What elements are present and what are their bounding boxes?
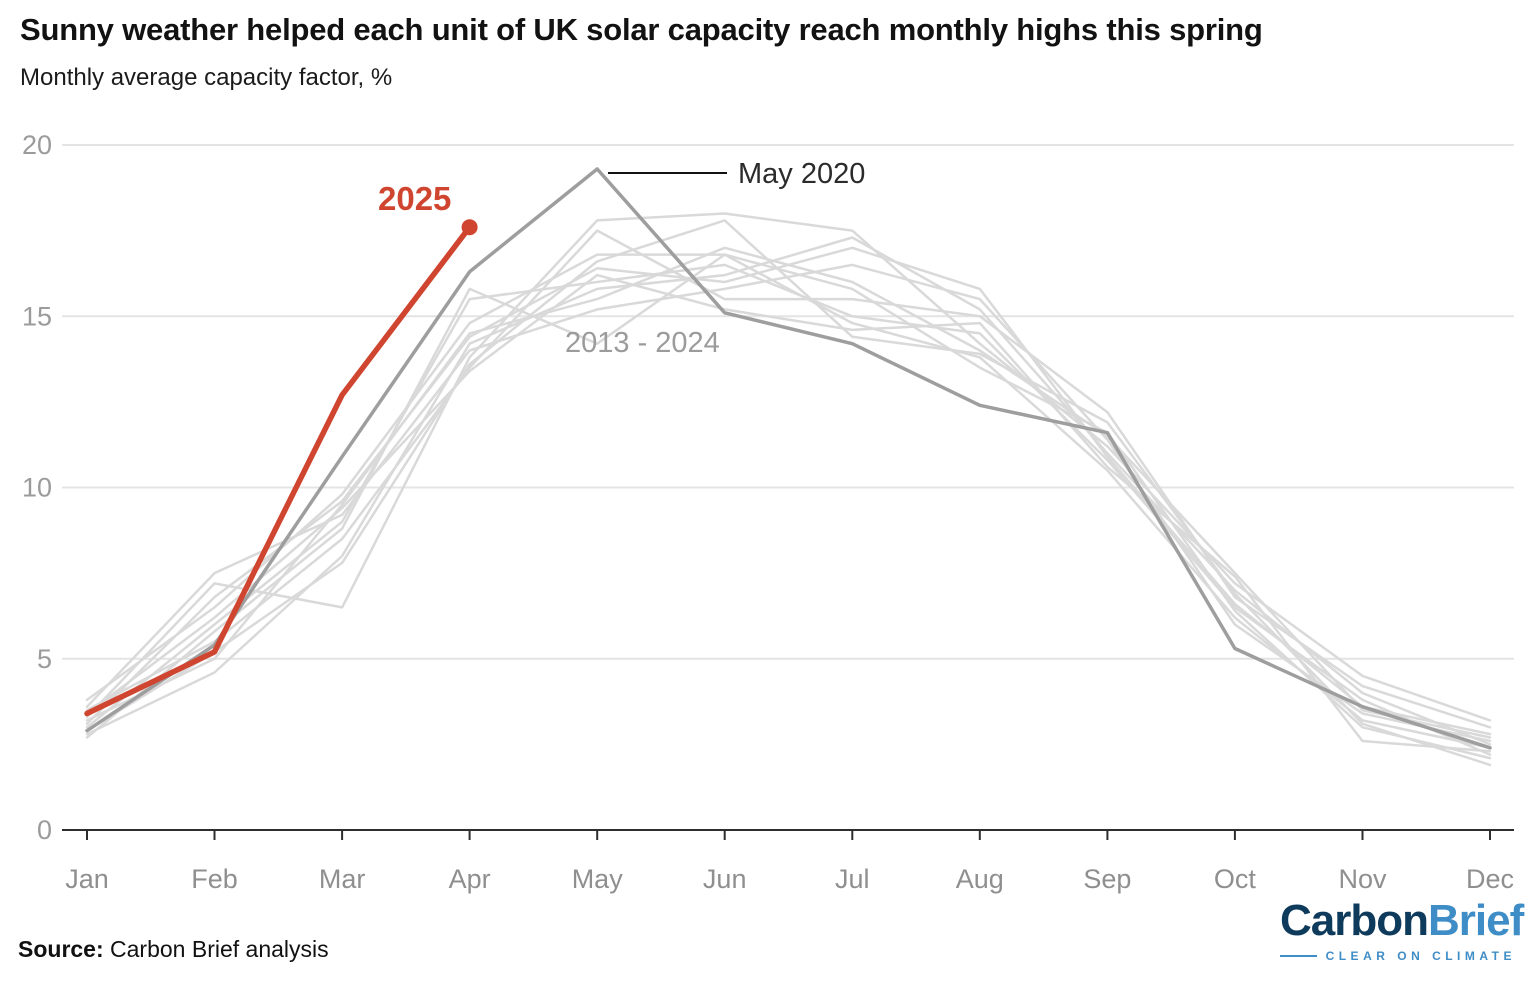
- y-axis-tick-label: 0: [37, 815, 52, 845]
- x-axis-tick-label: Jul: [835, 864, 870, 894]
- source-text: Carbon Brief analysis: [103, 936, 329, 962]
- carbonbrief-logo: CarbonBrief CLEAR ON CLIMATE: [1280, 896, 1524, 963]
- series-end-dot-2025: [461, 219, 478, 236]
- x-axis-tick-label: Mar: [319, 864, 366, 894]
- x-axis-tick-label: Nov: [1338, 864, 1387, 894]
- series-line-2019: [85, 263, 1492, 743]
- series-line-2020: [85, 167, 1492, 750]
- source-line: Source: Carbon Brief analysis: [18, 936, 329, 963]
- x-axis-tick-label: Sep: [1083, 864, 1131, 894]
- logo-tagline-row: CLEAR ON CLIMATE: [1280, 949, 1516, 963]
- annotation-2025: 2025: [378, 180, 452, 217]
- series-line-2016: [85, 229, 1492, 729]
- x-axis-tick-label: Apr: [449, 864, 491, 894]
- series-line-2024: [85, 273, 1492, 753]
- series-line-2025: [84, 224, 473, 717]
- logo-rule: [1280, 955, 1317, 958]
- series-line-2017: [85, 253, 1492, 750]
- series-line-2021: [85, 253, 1492, 760]
- logo-carbon-text: Carbon: [1280, 896, 1429, 945]
- series-line-2013: [85, 236, 1492, 746]
- logo-brief-text: Brief: [1428, 896, 1524, 945]
- y-axis-tick-label: 10: [22, 473, 52, 503]
- x-axis-tick-label: Jan: [65, 864, 109, 894]
- x-axis-tick-label: Jun: [703, 864, 747, 894]
- y-axis-tick-label: 20: [22, 130, 52, 160]
- series-line-2018: [85, 212, 1492, 722]
- annotation-may-2020: May 2020: [738, 158, 866, 190]
- y-axis-tick-label: 15: [22, 301, 52, 331]
- series-line-2015: [85, 263, 1492, 756]
- logo-wordmark: CarbonBrief: [1280, 896, 1524, 945]
- y-axis-tick-label: 5: [37, 644, 52, 674]
- series-line-2023: [85, 219, 1492, 767]
- x-axis-tick-label: Feb: [191, 864, 238, 894]
- x-axis-tick-label: Aug: [956, 864, 1004, 894]
- page-subtitle: Monthly average capacity factor, %: [20, 64, 393, 91]
- annotation-2013-2024: 2013 - 2024: [565, 327, 720, 359]
- x-axis-tick-label: May: [572, 864, 624, 894]
- series-line-2022: [85, 246, 1492, 736]
- page-title: Sunny weather helped each unit of UK sol…: [20, 12, 1263, 47]
- x-axis-tick-label: Oct: [1214, 864, 1257, 894]
- logo-tagline: CLEAR ON CLIMATE: [1325, 949, 1516, 964]
- x-axis-tick-label: Dec: [1466, 864, 1514, 894]
- source-label: Source:: [18, 936, 104, 962]
- series-line-2014: [85, 246, 1492, 739]
